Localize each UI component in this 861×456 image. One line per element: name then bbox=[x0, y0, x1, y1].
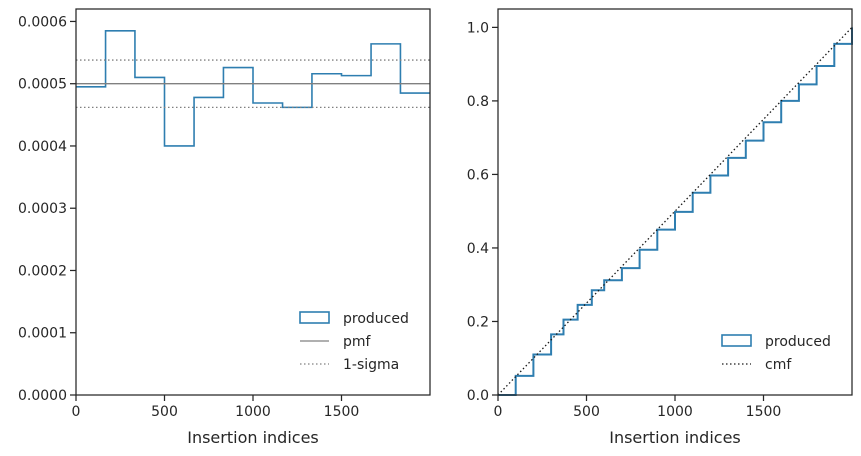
y-tick-label: 0.0002 bbox=[18, 263, 67, 279]
legend-label: 1-sigma bbox=[343, 357, 399, 373]
legend-label: produced bbox=[343, 311, 409, 327]
x-tick-label: 1500 bbox=[746, 404, 782, 420]
y-tick-label: 0.0005 bbox=[18, 77, 67, 93]
y-tick-label: 0.0004 bbox=[18, 139, 67, 155]
x-tick-label: 1500 bbox=[324, 404, 360, 420]
produced-step-series bbox=[76, 29, 430, 147]
y-tick-label: 0.4 bbox=[467, 241, 489, 257]
x-tick-label: 1000 bbox=[657, 404, 693, 420]
cmf-line bbox=[497, 26, 853, 396]
left-histogram-plot: 0 500 1000 1500 0.0000 0.0001 0.0002 0.0003 0.00… bbox=[18, 8, 431, 447]
x-axis-label: Insertion indices bbox=[187, 428, 319, 447]
y-tick-label: 0.8 bbox=[467, 94, 489, 110]
x-tick-label: 0 bbox=[72, 404, 81, 420]
legend-label: pmf bbox=[343, 334, 372, 350]
y-tick-label: 1.0 bbox=[467, 20, 489, 36]
legend-label: cmf bbox=[765, 357, 792, 373]
produced-cdf-series bbox=[498, 27, 853, 396]
y-tick-label: 0.2 bbox=[467, 314, 489, 330]
x-tick-label: 0 bbox=[494, 404, 503, 420]
y-tick-label: 0.0006 bbox=[18, 14, 67, 30]
x-tick-label: 1000 bbox=[235, 404, 271, 420]
legend-label: produced bbox=[765, 334, 831, 350]
x-axis-label: Insertion indices bbox=[609, 428, 741, 447]
y-tick-label: 0.0000 bbox=[18, 388, 67, 404]
y-tick-label: 0.6 bbox=[467, 167, 489, 183]
y-tick-label: 0.0003 bbox=[18, 201, 67, 217]
legend-produced-swatch bbox=[721, 334, 752, 347]
right-cdf-plot: 0 500 1000 1500 0.0 0.2 0.4 0.6 0.8 1.0 Insertion … bbox=[467, 8, 853, 447]
legend-produced-swatch bbox=[299, 311, 330, 324]
x-tick-label: 500 bbox=[573, 404, 600, 420]
y-tick-label: 0.0 bbox=[467, 388, 489, 404]
y-tick-label: 0.0001 bbox=[18, 326, 67, 342]
x-tick-label: 500 bbox=[151, 404, 178, 420]
